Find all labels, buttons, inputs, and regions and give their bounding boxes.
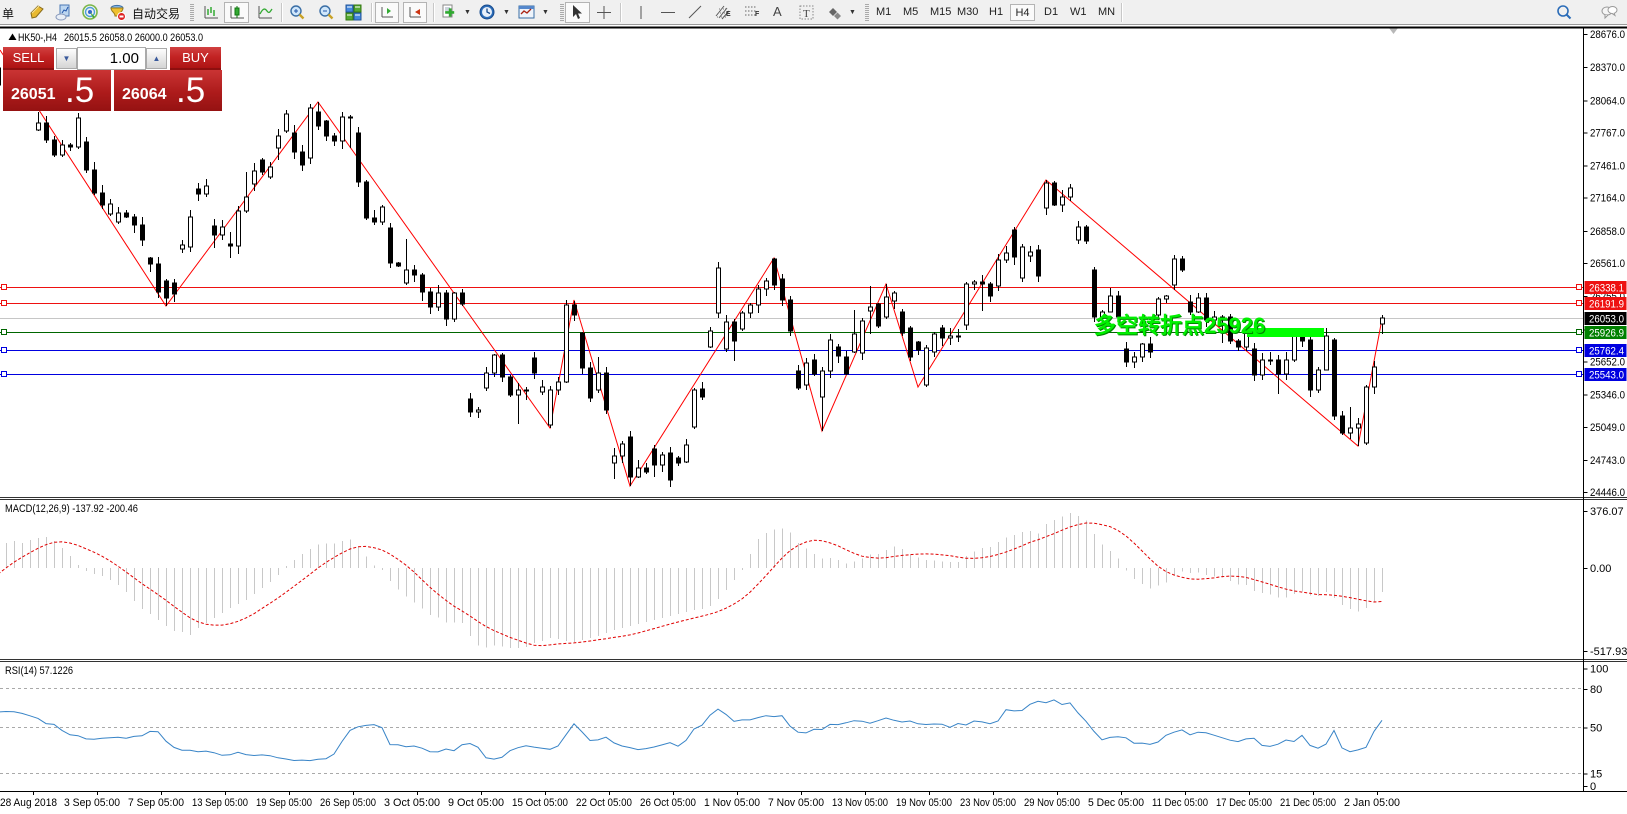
svg-text:28370.0: 28370.0: [1590, 62, 1625, 74]
svg-text:T: T: [803, 8, 810, 20]
svg-text:15 Oct 05:00: 15 Oct 05:00: [512, 797, 568, 809]
svg-text:27461.0: 27461.0: [1590, 161, 1625, 173]
svg-text:9 Oct 05:00: 9 Oct 05:00: [448, 797, 504, 809]
svg-text:5 Dec 05:00: 5 Dec 05:00: [1088, 797, 1144, 809]
svg-text:25049.0: 25049.0: [1590, 422, 1625, 434]
svg-text:15: 15: [1590, 768, 1602, 780]
svg-text:26 Sep 05:00: 26 Sep 05:00: [320, 797, 376, 809]
svg-text:26338.1: 26338.1: [1589, 283, 1624, 295]
svg-text:1 Nov 05:00: 1 Nov 05:00: [704, 797, 760, 809]
svg-text:17 Dec 05:00: 17 Dec 05:00: [1216, 797, 1272, 809]
svg-text:23 Nov 05:00: 23 Nov 05:00: [960, 797, 1016, 809]
svg-text:28064.0: 28064.0: [1590, 95, 1625, 107]
svg-text:80: 80: [1590, 684, 1602, 696]
svg-text:19 Sep 05:00: 19 Sep 05:00: [256, 797, 312, 809]
svg-text:19 Nov 05:00: 19 Nov 05:00: [896, 797, 952, 809]
svg-text:0.00: 0.00: [1590, 563, 1611, 575]
svg-text:HK50-,H4: HK50-,H4: [18, 32, 57, 44]
svg-text:21 Dec 05:00: 21 Dec 05:00: [1280, 797, 1336, 809]
svg-text:27164.0: 27164.0: [1590, 193, 1625, 205]
svg-text:24446.0: 24446.0: [1590, 487, 1625, 499]
svg-text:25926.9: 25926.9: [1589, 328, 1624, 340]
svg-text:多空转折点25926: 多空转折点25926: [1094, 313, 1265, 338]
svg-text:100: 100: [1590, 664, 1608, 676]
svg-text:26191.9: 26191.9: [1589, 299, 1624, 311]
svg-text:28676.0: 28676.0: [1590, 29, 1625, 41]
svg-text:3 Oct 05:00: 3 Oct 05:00: [384, 797, 440, 809]
svg-text:26015.5 26058.0 26000.0 26053.: 26015.5 26058.0 26000.0 26053.0: [64, 32, 203, 44]
svg-text:26561.0: 26561.0: [1590, 258, 1625, 270]
svg-text:25652.0: 25652.0: [1590, 357, 1625, 369]
svg-text:376.07: 376.07: [1590, 506, 1624, 518]
svg-text:50: 50: [1590, 722, 1602, 734]
svg-text:3 Sep 05:00: 3 Sep 05:00: [64, 797, 120, 809]
svg-text:25762.4: 25762.4: [1589, 346, 1624, 358]
svg-text:26 Oct 05:00: 26 Oct 05:00: [640, 797, 696, 809]
svg-text:26858.0: 26858.0: [1590, 226, 1625, 238]
svg-text:7 Sep 05:00: 7 Sep 05:00: [128, 797, 184, 809]
svg-text:25346.0: 25346.0: [1590, 390, 1625, 402]
svg-text:13 Sep 05:00: 13 Sep 05:00: [192, 797, 248, 809]
svg-text:28 Aug 2018: 28 Aug 2018: [0, 797, 57, 809]
svg-text:26053.0: 26053.0: [1589, 314, 1624, 326]
svg-text:-517.93: -517.93: [1590, 646, 1627, 658]
svg-text:0: 0: [1590, 781, 1596, 793]
svg-text:27767.0: 27767.0: [1590, 127, 1625, 139]
svg-text:2 Jan 05:00: 2 Jan 05:00: [1344, 797, 1400, 809]
svg-text:29 Nov 05:00: 29 Nov 05:00: [1024, 797, 1080, 809]
svg-text:13 Nov 05:00: 13 Nov 05:00: [832, 797, 888, 809]
svg-text:24743.0: 24743.0: [1590, 455, 1625, 467]
svg-text:22 Oct 05:00: 22 Oct 05:00: [576, 797, 632, 809]
svg-text:25543.0: 25543.0: [1589, 370, 1624, 382]
svg-text:7 Nov 05:00: 7 Nov 05:00: [768, 797, 824, 809]
svg-text:RSI(14) 57.1226: RSI(14) 57.1226: [5, 665, 73, 677]
svg-text:11 Dec 05:00: 11 Dec 05:00: [1152, 797, 1208, 809]
svg-text:MACD(12,26,9) -137.92 -200.46: MACD(12,26,9) -137.92 -200.46: [5, 503, 138, 515]
